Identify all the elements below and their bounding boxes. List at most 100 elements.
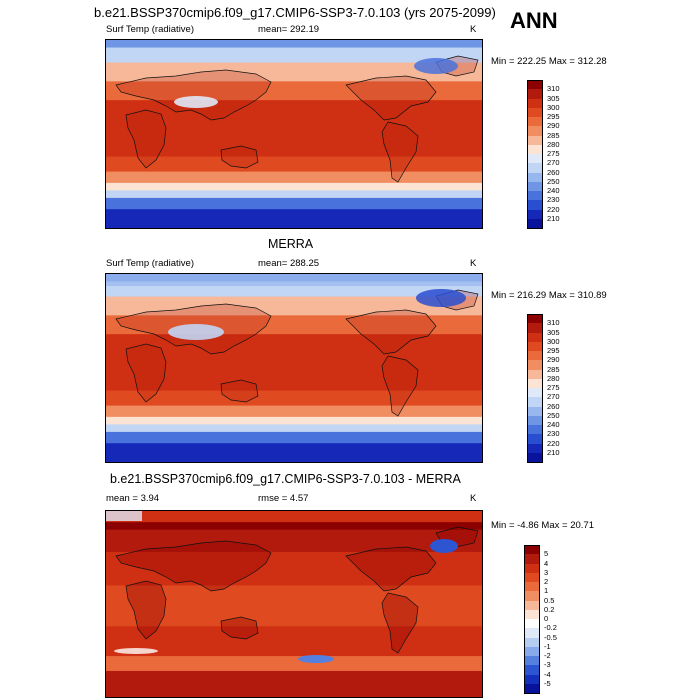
colorbar-swatch [527, 360, 543, 370]
panel3-mean: mean = 3.94 [106, 493, 160, 504]
colorbar-label: 285 [547, 130, 560, 140]
colorbar-swatch [524, 609, 540, 620]
colorbar-swatch [527, 89, 543, 99]
colorbar-swatch [527, 369, 543, 380]
colorbar-label: 310 [547, 318, 560, 328]
colorbar-label: 270 [547, 392, 560, 402]
colorbar-label: -4 [544, 669, 551, 679]
panel1-colorbar: 310 305 300 295 290 285 280 275 270 260 250 240 230 2… [527, 80, 587, 229]
panel1-map-canvas [106, 40, 482, 228]
colorbar-swatch [524, 656, 540, 666]
colorbar-swatch [524, 628, 540, 638]
colorbar-label: 310 [547, 84, 560, 94]
colorbar-label: 275 [547, 383, 560, 392]
colorbar-label: 0.2 [544, 604, 555, 614]
colorbar-label: 240 [547, 186, 560, 195]
colorbar-label: 270 [547, 158, 560, 168]
colorbar-label: -0.5 [544, 632, 557, 642]
colorbar-swatch [524, 674, 540, 685]
panel3-units: K [470, 493, 477, 504]
panel3-title: b.e21.BSSP370cmip6.f09_g17.CMIP6-SSP3-7.… [110, 472, 461, 486]
season-label: ANN [510, 8, 558, 33]
colorbar-label: 3 [544, 567, 549, 577]
colorbar-label: 260 [547, 401, 560, 411]
colorbar-swatch [524, 646, 540, 657]
panel2-title: MERRA [268, 237, 314, 251]
colorbar-swatch [527, 126, 543, 136]
colorbar-label: 285 [547, 364, 560, 374]
colorbar-label: 305 [547, 327, 560, 337]
colorbar-label: 250 [547, 176, 560, 186]
panel2-mean: mean= 288.25 [258, 258, 320, 269]
colorbar-label: 210 [547, 213, 560, 223]
colorbar-swatch [527, 144, 543, 155]
colorbar-label: 5 [544, 549, 549, 559]
panel1-minmax: Min = 222.25 Max = 312.28 [491, 56, 607, 67]
colorbar-label: -1 [544, 641, 551, 651]
colorbar-swatch [527, 443, 543, 454]
colorbar-label: 1 [544, 586, 549, 596]
colorbar-label: 4 [544, 558, 549, 568]
panel1-map [105, 39, 483, 229]
colorbar-label: 2 [544, 577, 549, 586]
colorbar-swatch [527, 314, 543, 324]
colorbar-swatch [524, 683, 540, 694]
colorbar-label: -2 [544, 651, 551, 660]
colorbar-swatch [527, 209, 543, 220]
colorbar-swatch [527, 163, 543, 173]
colorbar-swatch [527, 397, 543, 407]
panel1-mean: mean= 292.19 [258, 24, 320, 35]
panel3-map [105, 510, 483, 698]
colorbar-swatch [527, 452, 543, 463]
colorbar-label: 230 [547, 195, 560, 205]
colorbar-swatch [527, 388, 543, 398]
colorbar-swatch [527, 181, 543, 192]
colorbar-swatch [527, 107, 543, 118]
colorbar-swatch [524, 591, 540, 601]
colorbar-swatch [524, 554, 540, 564]
panel2-units: K [470, 258, 477, 269]
colorbar-swatch [524, 665, 540, 675]
colorbar-label: 295 [547, 112, 560, 121]
colorbar-swatch [524, 572, 540, 583]
colorbar-label: 290 [547, 121, 560, 131]
colorbar-label: 220 [547, 438, 560, 448]
colorbar-label: 0.5 [544, 595, 555, 605]
panel1-variable: Surf Temp (radiative) [106, 24, 194, 35]
panel3-map-canvas [106, 511, 482, 697]
colorbar-label: 275 [547, 149, 560, 158]
panel2-map [105, 273, 483, 463]
colorbar-label: 300 [547, 336, 560, 346]
colorbar-swatch [527, 323, 543, 333]
colorbar-swatch [524, 563, 540, 574]
panel2-variable: Surf Temp (radiative) [106, 258, 194, 269]
colorbar-swatch [527, 351, 543, 361]
panel2-colorbar: 310 305 300 295 290 285 280 275 270 260 250 240 230 2… [527, 314, 587, 463]
colorbar-label: 260 [547, 167, 560, 177]
colorbar-swatch [527, 415, 543, 426]
colorbar-label: 240 [547, 420, 560, 429]
colorbar-label: 280 [547, 373, 560, 383]
panel3-colorbar: 5 4 3 2 1 0.5 0.2 0 -0.2 -0.5 -1 -2 -3 -4 -5 [524, 545, 584, 694]
panel3-rmse: rmse = 4.57 [258, 493, 309, 504]
colorbar-swatch [527, 98, 543, 109]
colorbar-label: 230 [547, 429, 560, 439]
colorbar-label: -0.2 [544, 623, 557, 633]
colorbar-swatch [527, 378, 543, 389]
colorbar-label: 0 [544, 614, 549, 623]
colorbar-label: 305 [547, 93, 560, 103]
colorbar-swatch [527, 341, 543, 352]
colorbar-label: -3 [544, 660, 551, 670]
colorbar-swatch [527, 332, 543, 343]
colorbar-swatch [524, 582, 540, 592]
colorbar-swatch [527, 191, 543, 201]
colorbar-label: 280 [547, 139, 560, 149]
colorbar-swatch [524, 600, 540, 611]
figure-title: b.e21.BSSP370cmip6.f09_g17.CMIP6-SSP3-7.… [94, 5, 496, 20]
colorbar-swatch [527, 425, 543, 435]
colorbar-swatch [527, 172, 543, 183]
colorbar-swatch [524, 545, 540, 555]
panel3-minmax: Min = -4.86 Max = 20.71 [491, 520, 594, 531]
colorbar-label: 295 [547, 346, 560, 355]
colorbar-swatch [524, 619, 540, 629]
